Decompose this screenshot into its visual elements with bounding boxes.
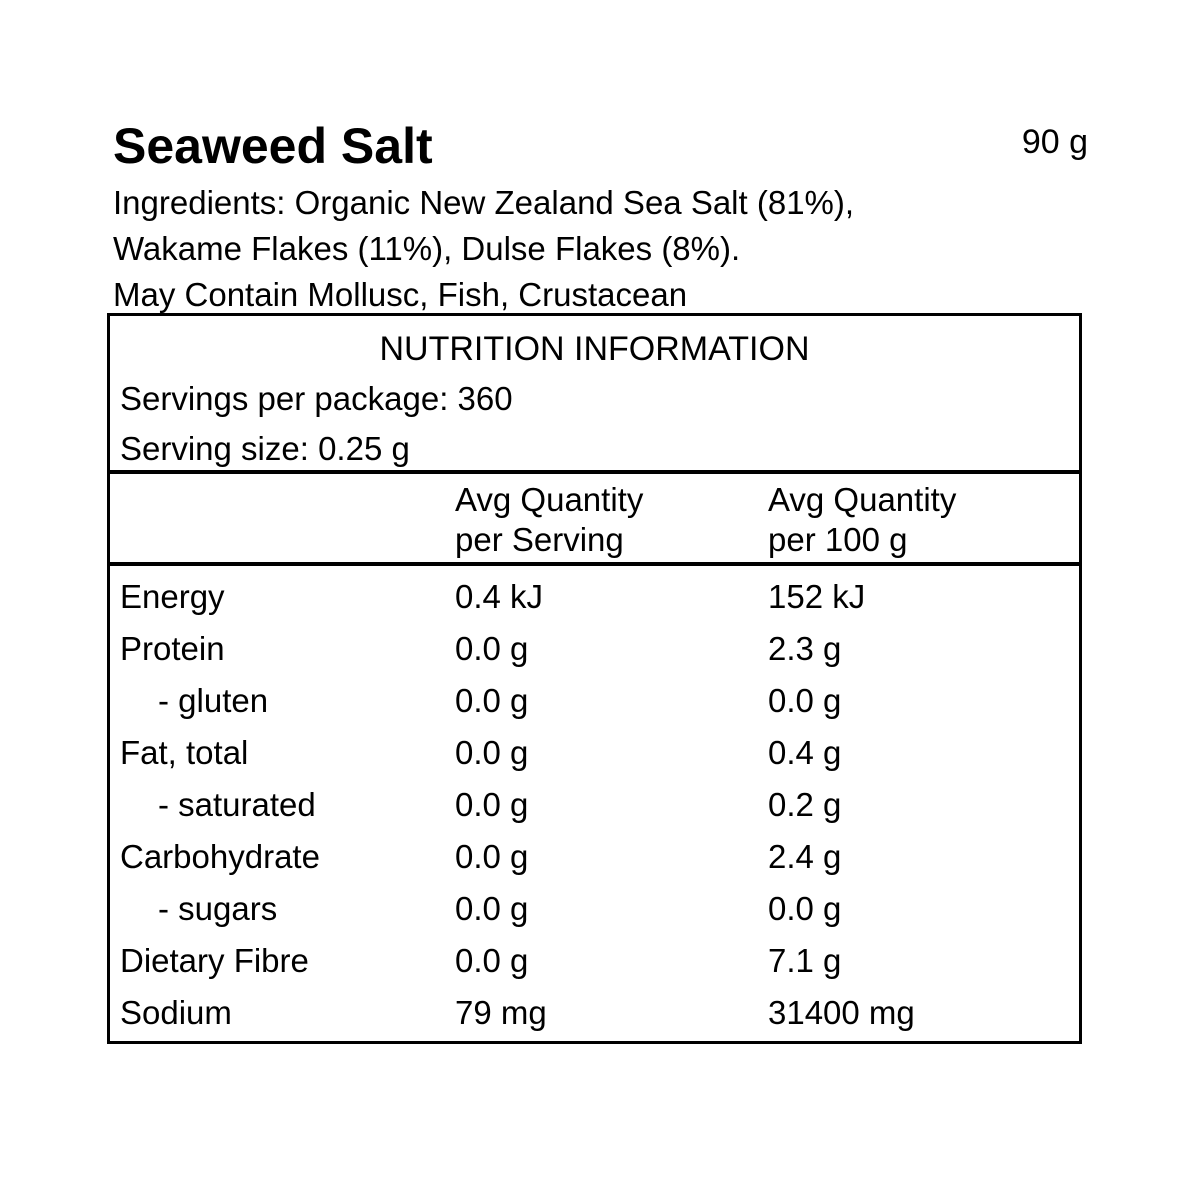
value-per-100g: 0.2 g	[768, 786, 842, 823]
nutrient-name: - saturated	[158, 786, 316, 823]
nutrient-row: Fat, total 0.0 g 0.4 g	[110, 727, 1079, 779]
serving-size: Serving size: 0.25 g	[120, 430, 410, 467]
value-per-100g: 152 kJ	[768, 578, 866, 615]
nutrient-name: Fat, total	[120, 734, 249, 771]
nutrition-rows: Energy 0.4 kJ 152 kJ Protein 0.0 g 2.3 g…	[107, 563, 1082, 1044]
nutrient-row: - sugars 0.0 g 0.0 g	[110, 883, 1079, 935]
header-row: Seaweed Salt 90 g	[113, 118, 1088, 174]
nutrient-row: Carbohydrate 0.0 g 2.4 g	[110, 831, 1079, 883]
value-per-100g: 0.0 g	[768, 890, 842, 927]
nutrient-name: Sodium	[120, 994, 232, 1031]
value-per-100g: 31400 mg	[768, 994, 915, 1031]
nutrient-name: Dietary Fibre	[120, 942, 309, 979]
ingredients-line-1: Ingredients: Organic New Zealand Sea Sal…	[113, 184, 855, 221]
value-per-serving: 0.0 g	[455, 682, 529, 719]
value-per-serving: 0.0 g	[455, 734, 529, 771]
column-header-spacer	[120, 480, 455, 562]
column-header-per-serving: Avg Quantity per Serving	[455, 480, 768, 562]
value-per-serving: 0.0 g	[455, 890, 529, 927]
value-per-serving: 0.0 g	[455, 630, 529, 667]
nutrition-title: NUTRITION INFORMATION	[379, 330, 810, 368]
value-per-100g: 0.4 g	[768, 734, 842, 771]
per-serving-header-line-1: Avg Quantity	[455, 481, 644, 518]
per-serving-header-line-2: per Serving	[455, 521, 624, 558]
nutrient-row: - gluten 0.0 g 0.0 g	[110, 675, 1079, 727]
nutrition-table-head: NUTRITION INFORMATION Servings per packa…	[107, 313, 1082, 473]
net-weight: 90 g	[1021, 123, 1088, 161]
per-100g-header-line-1: Avg Quantity	[768, 481, 957, 518]
allergen-statement: May Contain Mollusc, Fish, Crustacean	[113, 276, 688, 313]
value-per-100g: 2.4 g	[768, 838, 842, 875]
nutrient-name: - sugars	[158, 890, 278, 927]
nutrient-name: Protein	[120, 630, 225, 667]
value-per-serving: 0.4 kJ	[455, 578, 544, 615]
nutrition-table: NUTRITION INFORMATION Servings per packa…	[107, 313, 1082, 1044]
column-header-per-100g: Avg Quantity per 100 g	[768, 480, 1069, 562]
nutrient-row: Dietary Fibre 0.0 g 7.1 g	[110, 935, 1079, 987]
product-name: Seaweed Salt	[113, 118, 433, 174]
value-per-100g: 2.3 g	[768, 630, 842, 667]
nutrient-row: Sodium 79 mg 31400 mg	[110, 987, 1079, 1039]
value-per-100g: 0.0 g	[768, 682, 842, 719]
value-per-serving: 0.0 g	[455, 786, 529, 823]
nutrient-row: Protein 0.0 g 2.3 g	[110, 623, 1079, 675]
nutrient-name: - gluten	[158, 682, 269, 719]
value-per-serving: 0.0 g	[455, 942, 529, 979]
value-per-serving: 0.0 g	[455, 838, 529, 875]
ingredients-line-2: Wakame Flakes (11%), Dulse Flakes (8%).	[113, 230, 741, 267]
servings-per-package: Servings per package: 360	[120, 380, 513, 417]
nutrient-name: Carbohydrate	[120, 838, 320, 875]
nutrient-name: Energy	[120, 578, 225, 615]
ingredients-block: Ingredients: Organic New Zealand Sea Sal…	[113, 180, 854, 318]
nutrition-column-headers: Avg Quantity per Serving Avg Quantity pe…	[107, 471, 1082, 565]
value-per-serving: 79 mg	[455, 994, 547, 1031]
nutrient-row: - saturated 0.0 g 0.2 g	[110, 779, 1079, 831]
nutrient-row: Energy 0.4 kJ 152 kJ	[110, 571, 1079, 623]
value-per-100g: 7.1 g	[768, 942, 842, 979]
per-100g-header-line-2: per 100 g	[768, 521, 908, 558]
